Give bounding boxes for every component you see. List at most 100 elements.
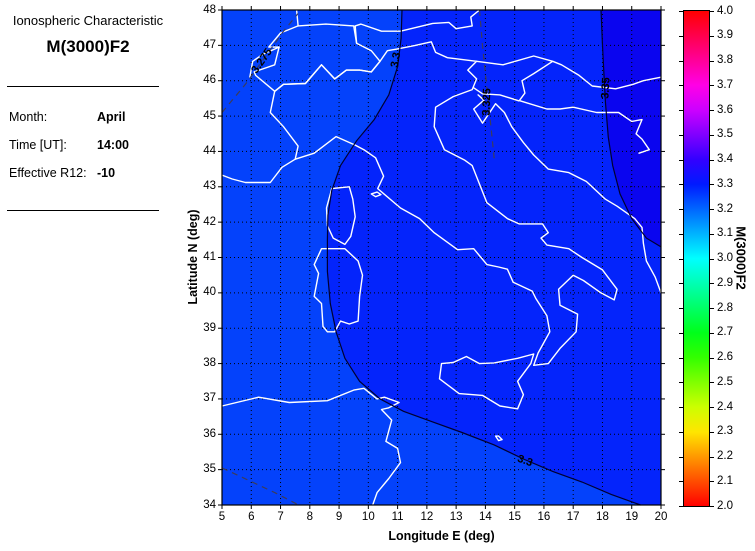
month-value: April	[97, 110, 126, 124]
colorbar-tick-label: 2.3	[717, 425, 733, 438]
colorbar-tick-mark	[710, 159, 714, 161]
x-tick-label: 11	[391, 511, 404, 523]
contour-line-3.3	[326, 9, 641, 506]
colorbar-tick-mark	[710, 110, 714, 111]
y-tick-label: 44	[203, 144, 216, 157]
y-tick-label: 46	[203, 74, 216, 87]
colorbar-tick-mark	[710, 11, 714, 12]
coastline-elba	[370, 191, 382, 198]
map-band	[601, 10, 661, 247]
colorbar-tick-label: 4.0	[717, 4, 733, 17]
x-tick-label: 9	[335, 511, 343, 523]
divider-bottom	[7, 210, 159, 211]
colorbar-tick-label: 2.6	[717, 351, 733, 363]
x-tick-label: 12	[420, 511, 434, 523]
colorbar-tick-label: 3.0	[717, 252, 733, 264]
coastline-malta	[494, 435, 503, 442]
colorbar-tick-mark	[710, 134, 714, 136]
colorbar-tick-label: 2.1	[717, 474, 733, 487]
colorbar-tick-mark	[679, 456, 683, 458]
y-tick-label: 37	[203, 392, 216, 405]
month-label: Month:	[9, 110, 48, 124]
y-tick-label: 47	[203, 38, 216, 51]
coastline-austria-borders	[354, 9, 481, 44]
coastline-pannonia-borders	[475, 55, 662, 90]
colorbar-tick-mark	[710, 456, 714, 458]
colorbar-tick-mark	[710, 407, 714, 408]
y-tick-label: 34	[203, 498, 216, 511]
coastline-france-coast	[221, 158, 296, 184]
colorbar-tick-mark	[710, 209, 714, 210]
divider-top	[7, 86, 159, 87]
colorbar-tick-mark	[710, 85, 714, 87]
colorbar-tick-mark	[679, 308, 683, 309]
y-tick-label: 45	[203, 109, 216, 122]
colorbar-tick-label: 3.2	[717, 202, 733, 215]
time-label: Time [UT]:	[9, 138, 67, 152]
coastline-corsica	[325, 186, 356, 246]
colorbar-tick-label: 2.8	[717, 301, 733, 314]
colorbar-tick-mark	[679, 85, 683, 87]
coastline-rhine	[295, 9, 299, 27]
colorbar-tick-mark	[679, 209, 683, 210]
colorbar-tick-mark	[710, 506, 714, 507]
colorbar-tick-mark	[679, 60, 683, 62]
colorbar-tick-mark	[679, 134, 683, 136]
y-tick-label: 38	[203, 357, 216, 370]
colorbar-tick-mark	[679, 506, 683, 507]
colorbar-tick-mark	[679, 283, 683, 285]
map-plot: 3.275 3.3 3.325 3.35 3.3	[218, 6, 665, 509]
colorbar-tick-label: 2.0	[717, 499, 733, 512]
colorbar-tick-mark	[710, 332, 714, 334]
x-axis-tick-labels: 5 6 7 8 9 10 11 12 13 14 15 16 17 18 19 20	[218, 511, 668, 525]
colorbar-tick-mark	[679, 357, 683, 359]
y-tick-label: 35	[203, 463, 216, 476]
colorbar-tick-mark	[710, 357, 714, 359]
colorbar-tick-mark	[679, 481, 683, 483]
colorbar-tick-mark	[679, 382, 683, 384]
x-tick-label: 8	[306, 511, 313, 523]
contour-line-3.35	[600, 9, 662, 248]
colorbar-tick-label: 3.3	[717, 177, 733, 190]
characteristic-title: M(3000)F2	[46, 37, 130, 56]
colorbar-tick-label: 3.6	[717, 103, 733, 116]
coastline-switzerland	[253, 23, 381, 93]
y-tick-label: 39	[203, 321, 216, 334]
coastline-jura	[249, 46, 280, 78]
colorbar-tick-mark	[679, 159, 683, 161]
colorbar-tick-mark	[679, 184, 683, 186]
r12-field: Effective R12: -10	[9, 166, 174, 180]
y-axis-tick-labels: 34 35 36 37 38 39 40 41 42 43 44 45 46 47 48	[192, 4, 216, 511]
x-tick-label: 13	[449, 511, 463, 523]
axes-box	[221, 9, 662, 506]
contour-line-3.275	[221, 467, 299, 506]
coastline-balkan-coast	[472, 94, 662, 294]
x-tick-label: 17	[566, 511, 580, 523]
colorbar-tick-mark	[679, 258, 683, 260]
colorbar-tick-mark	[710, 258, 714, 260]
colorbar-tick-mark	[679, 11, 683, 12]
x-tick-label: 5	[218, 511, 226, 523]
colorbar-title: M(3000)F2	[733, 226, 749, 290]
colorbar-tick-mark	[679, 431, 683, 433]
month-field: Month: April	[9, 110, 174, 124]
coastline-slovenia-border	[472, 60, 554, 102]
colorbar-tick-label: 2.7	[717, 326, 733, 339]
y-axis-title: Latitude N (deg)	[186, 209, 200, 305]
contour-line-3.275	[221, 13, 299, 113]
colorbar-tick-mark	[679, 407, 683, 408]
colorbar-tick-label: 2.9	[717, 276, 733, 289]
coastline-north-africa-coast	[221, 387, 402, 506]
coastline-sardinia	[313, 247, 364, 333]
x-tick-label: 14	[478, 511, 492, 523]
colorbar-tick-mark	[710, 481, 714, 483]
x-tick-label: 6	[248, 511, 255, 523]
colorbar-tick-mark	[710, 382, 714, 384]
r12-value: -10	[97, 166, 116, 180]
y-tick-label: 43	[203, 180, 216, 193]
colorbar: 4.0 3.9 3.8 3.7 3.6 3.5 3.4 3.3 3.2 3.1 3.0 2.9 2.8 2…	[679, 5, 733, 512]
colorbar-tick-label: 2.4	[717, 400, 733, 413]
colorbar-tick-mark	[710, 431, 714, 433]
time-value: 14:00	[97, 138, 129, 152]
